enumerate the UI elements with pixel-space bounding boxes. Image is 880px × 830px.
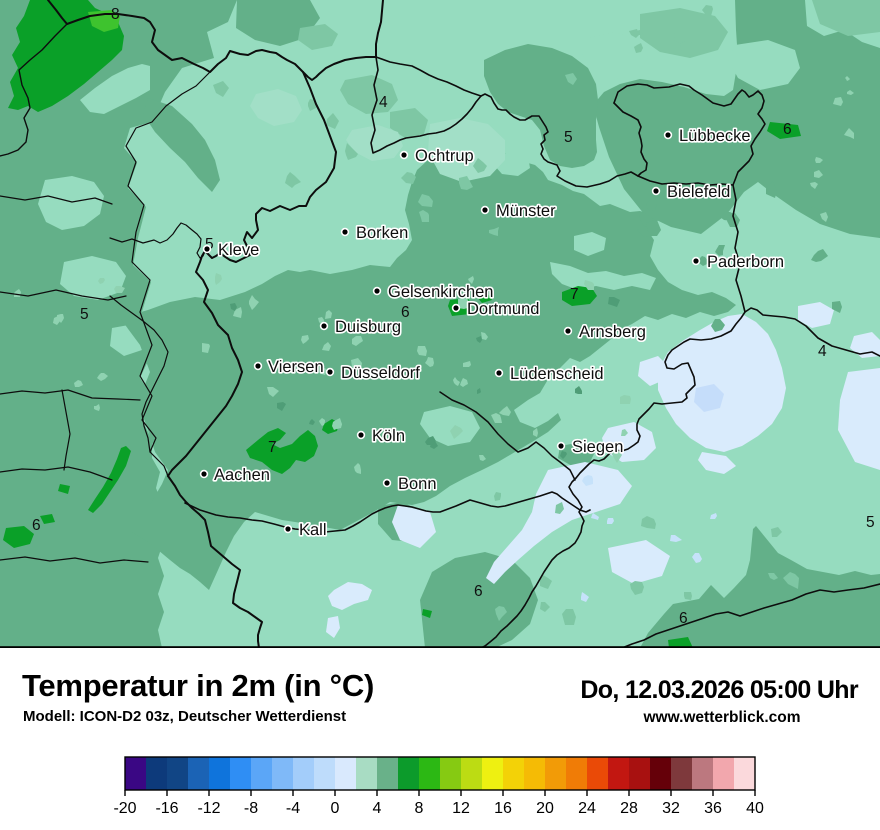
svg-text:Bonn: Bonn: [398, 475, 437, 493]
svg-text:Ochtrup: Ochtrup: [415, 147, 474, 165]
svg-text:Kall: Kall: [299, 521, 327, 539]
svg-text:6: 6: [474, 583, 483, 600]
svg-text:Paderborn: Paderborn: [707, 253, 784, 271]
svg-text:24: 24: [578, 800, 596, 817]
svg-text:Aachen: Aachen: [214, 466, 270, 484]
svg-text:36: 36: [704, 800, 722, 817]
svg-text:Duisburg: Duisburg: [335, 318, 401, 336]
svg-text:4: 4: [818, 343, 827, 360]
svg-text:6: 6: [401, 304, 410, 321]
svg-text:Münster: Münster: [496, 202, 556, 220]
svg-text:6: 6: [679, 610, 688, 627]
svg-text:5: 5: [205, 236, 214, 253]
svg-text:Viersen: Viersen: [268, 358, 324, 376]
svg-text:Arnsberg: Arnsberg: [579, 323, 646, 341]
svg-text:12: 12: [452, 800, 470, 817]
svg-text:Lübbecke: Lübbecke: [679, 127, 751, 145]
svg-text:32: 32: [662, 800, 680, 817]
svg-text:7: 7: [268, 439, 277, 456]
svg-text:-12: -12: [197, 800, 220, 817]
svg-text:Gelsenkirchen: Gelsenkirchen: [388, 283, 493, 301]
svg-text:Lüdenscheid: Lüdenscheid: [510, 365, 604, 383]
svg-text:Dortmund: Dortmund: [467, 300, 539, 318]
svg-text:Siegen: Siegen: [572, 438, 623, 456]
svg-text:Borken: Borken: [356, 224, 408, 242]
svg-text:-16: -16: [155, 800, 178, 817]
svg-text:-4: -4: [286, 800, 300, 817]
svg-text:-20: -20: [113, 800, 136, 817]
svg-text:Düsseldorf: Düsseldorf: [341, 364, 420, 382]
svg-text:5: 5: [866, 514, 875, 531]
svg-text:4: 4: [373, 800, 382, 817]
svg-text:7: 7: [570, 286, 579, 303]
svg-text:Kleve: Kleve: [218, 241, 259, 259]
svg-text:5: 5: [564, 129, 573, 146]
svg-text:8: 8: [111, 6, 120, 23]
svg-text:8: 8: [415, 800, 424, 817]
svg-text:6: 6: [32, 517, 41, 534]
svg-text:20: 20: [536, 800, 554, 817]
svg-text:Köln: Köln: [372, 427, 405, 445]
svg-text:4: 4: [379, 94, 388, 111]
svg-text:28: 28: [620, 800, 638, 817]
svg-text:40: 40: [746, 800, 764, 817]
svg-text:-8: -8: [244, 800, 258, 817]
svg-text:16: 16: [494, 800, 512, 817]
svg-text:0: 0: [331, 800, 340, 817]
svg-text:Bielefeld: Bielefeld: [667, 183, 730, 201]
svg-text:5: 5: [80, 306, 89, 323]
svg-text:6: 6: [783, 121, 792, 138]
